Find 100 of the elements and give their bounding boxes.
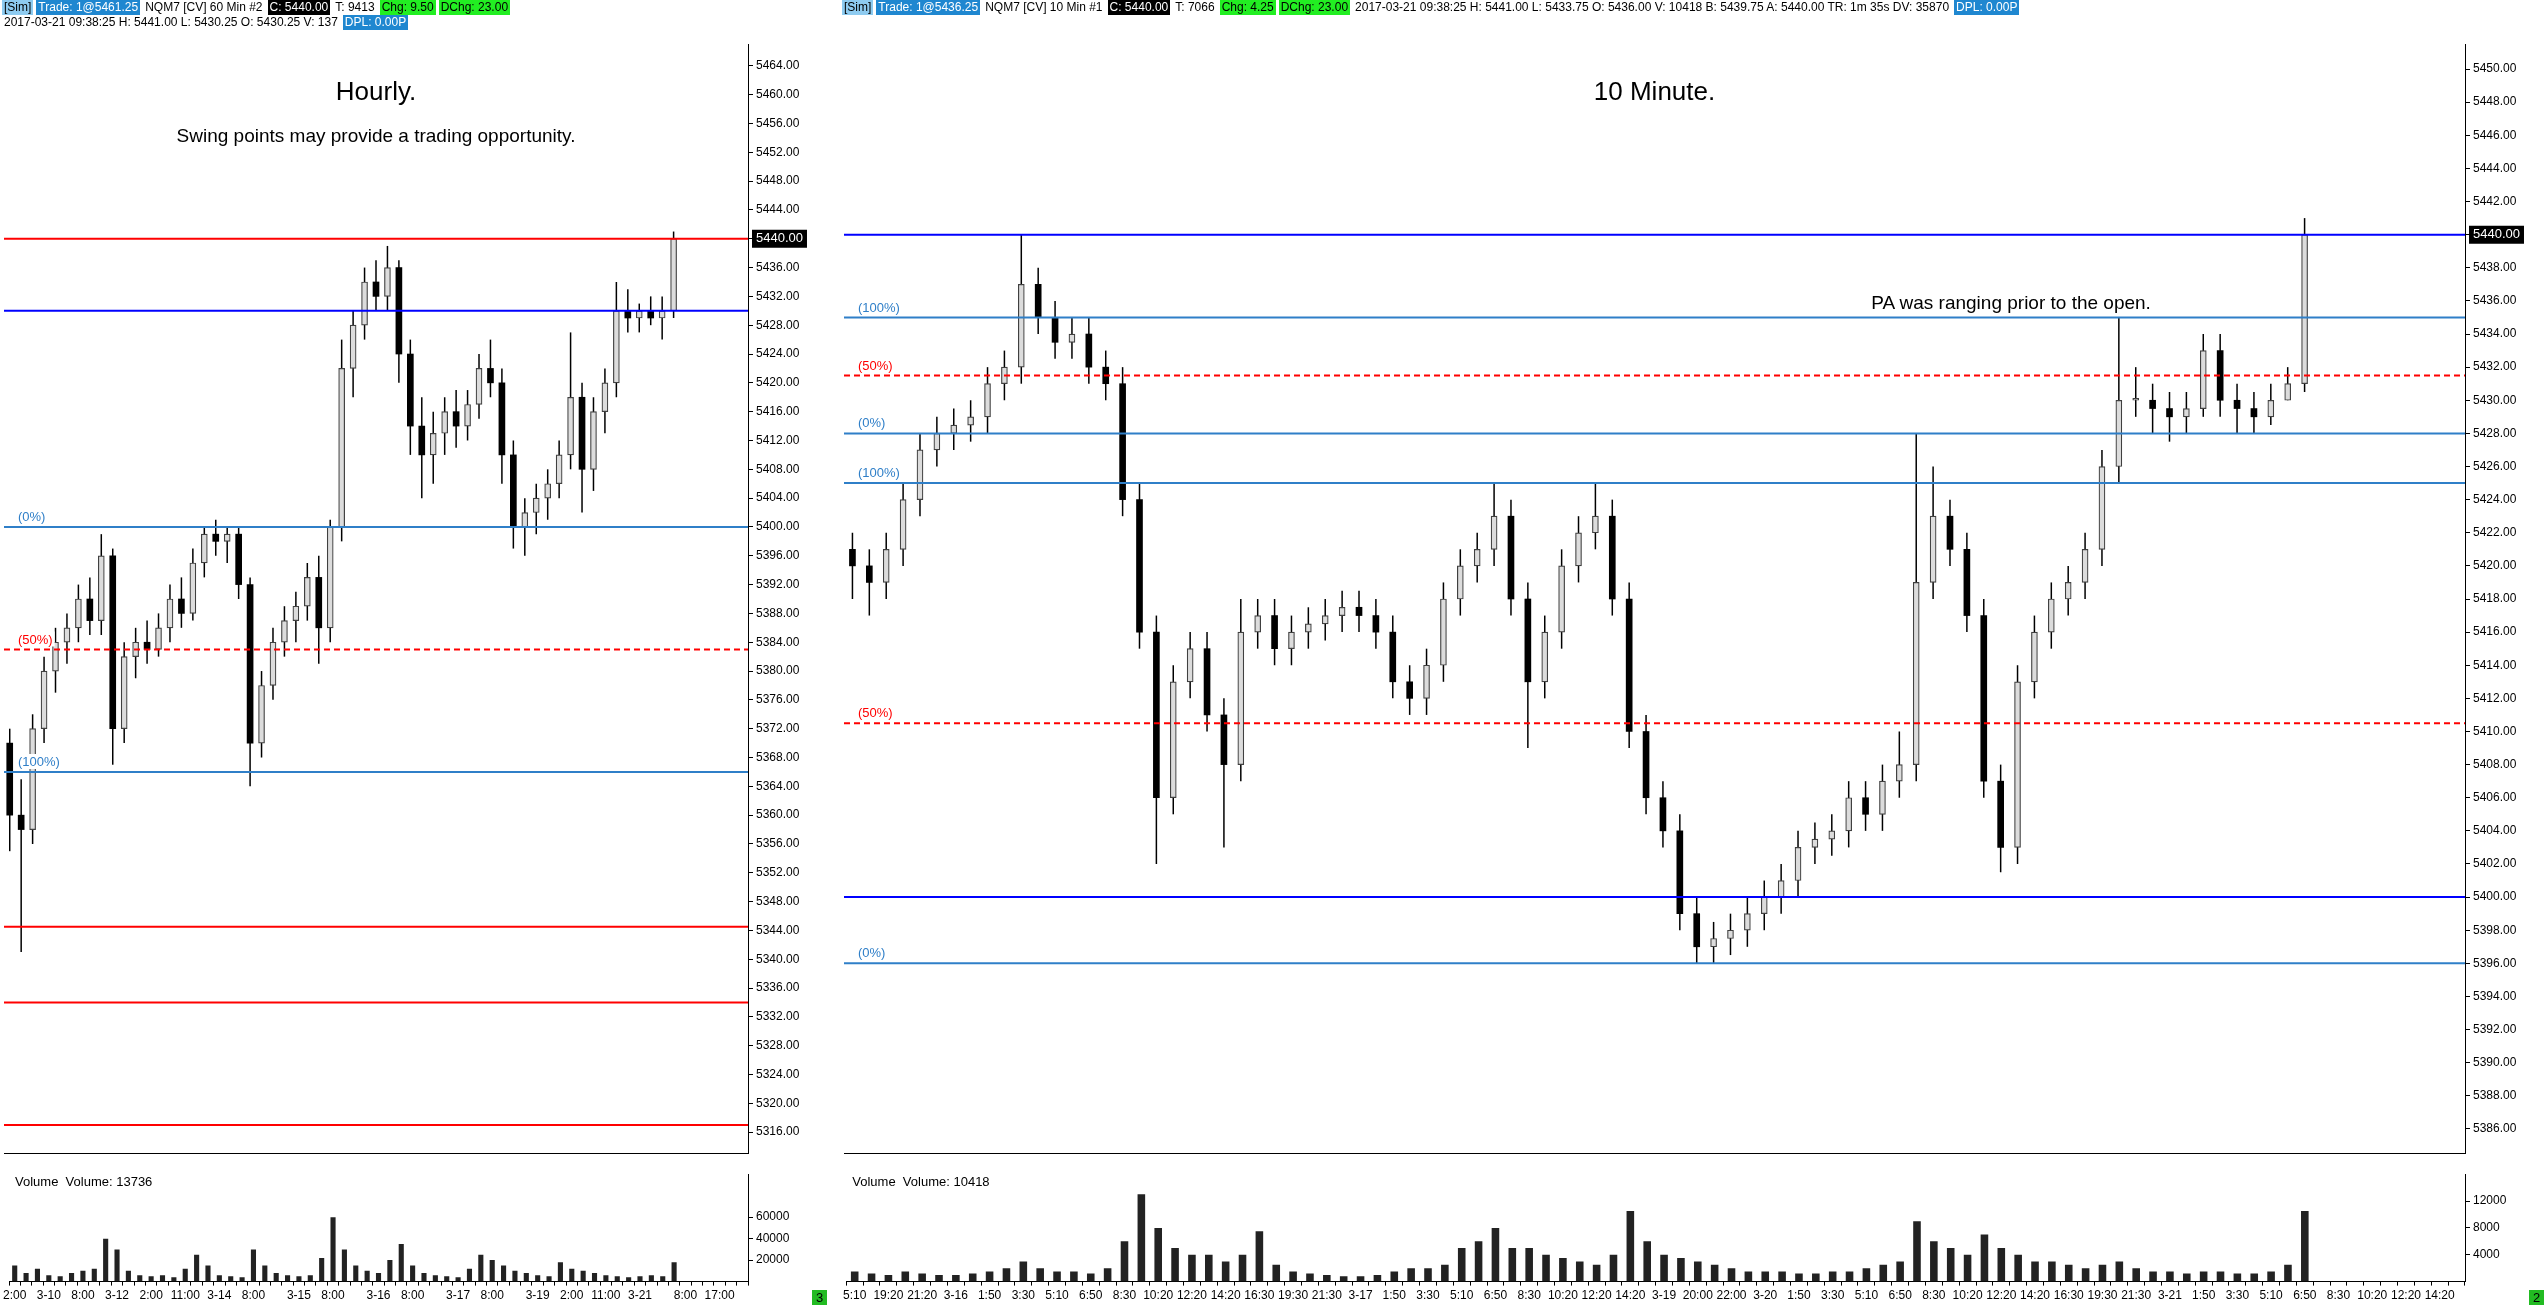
annotation: Volume Volume: 10418 <box>852 1174 990 1190</box>
annotation: (100%) <box>858 299 900 315</box>
x-tick-label: 22:00 <box>1716 1288 1747 1303</box>
bar <box>1626 1211 1635 1282</box>
bar <box>1086 1273 1095 1282</box>
candlestick <box>281 605 288 658</box>
bar <box>637 1276 643 1282</box>
y-tick-label: 5416.00 <box>756 403 800 418</box>
x-tick-label: 11:00 <box>170 1288 201 1303</box>
y-tick-label: 5448.00 <box>756 173 800 188</box>
x-tick-label: 6:50 <box>1079 1288 1103 1303</box>
y-tick-label: 5388.00 <box>756 605 800 620</box>
candlestick <box>1777 863 1785 915</box>
text: DChg: 23.00 <box>438 0 511 15</box>
y-tick-label: 5332.00 <box>756 1009 800 1024</box>
candlestick <box>2132 366 2140 418</box>
bar <box>1221 1261 1230 1282</box>
x-tick-label: 10:20 <box>1547 1288 1579 1303</box>
bar <box>1795 1273 1803 1282</box>
bar <box>1491 1227 1500 1282</box>
x-tick-label: 10:20 <box>1143 1288 1174 1303</box>
x-tick-label: 1:50 <box>1787 1288 1811 1303</box>
text: T: 9413 <box>334 0 376 15</box>
text: Chg: 9.50 <box>379 0 436 15</box>
bar <box>1390 1271 1399 1282</box>
bar <box>1171 1248 1179 1282</box>
bar <box>1693 1261 1702 1282</box>
y-tick-label: 5352.00 <box>756 865 800 880</box>
y-tick-label: 5416.00 <box>2473 624 2517 639</box>
annotation: (50%) <box>858 705 893 721</box>
candlestick <box>1896 730 1903 799</box>
y-tick-label: 5464.00 <box>756 58 800 73</box>
bar <box>1323 1274 1331 1282</box>
bar <box>2182 1273 2191 1282</box>
x-tick-label: 3-10 <box>36 1288 62 1303</box>
x-tick-label: 3-17 <box>1348 1288 1373 1303</box>
bar <box>2250 1273 2259 1282</box>
y-tick-label: 4000 <box>2473 1247 2501 1262</box>
x-tick-label: 6:50 <box>1888 1288 1913 1303</box>
bar <box>1643 1241 1651 1282</box>
annotation: (100%) <box>18 754 60 769</box>
bar <box>1306 1273 1314 1282</box>
bar <box>2267 1271 2275 1282</box>
text: T: 7066 <box>1174 0 1216 15</box>
bar <box>194 1254 200 1282</box>
bar <box>557 1262 563 1282</box>
candlestick <box>933 416 941 468</box>
bar <box>546 1276 552 1282</box>
text: NQM7 [CV] 60 Min #2 <box>144 0 264 15</box>
bar <box>1289 1271 1297 1282</box>
x-tick-label: 20:00 <box>1682 1288 1714 1303</box>
candlestick <box>452 389 460 449</box>
x-tick-label: 14:20 <box>2424 1288 2456 1303</box>
x-tick-label: 8:30 <box>1922 1288 1946 1303</box>
text: 2 <box>2529 1290 2545 1305</box>
x-tick-label: 3:30 <box>1416 1288 1440 1303</box>
bar <box>1660 1254 1668 1282</box>
bar <box>273 1273 279 1282</box>
candlestick <box>17 778 25 953</box>
bar <box>2149 1271 2157 1282</box>
bar <box>228 1276 234 1282</box>
x-tick-label: 12:20 <box>1581 1288 1612 1303</box>
annotation: Swing points may provide a trading opportunity. <box>176 125 576 147</box>
y-tick-label: 5446.00 <box>2473 127 2517 142</box>
bar <box>398 1244 404 1282</box>
x-tick-label: 12:20 <box>1176 1288 1208 1303</box>
candlestick <box>2183 391 2190 435</box>
bar <box>34 1268 40 1282</box>
y-tick-label: 5436.00 <box>2473 293 2517 308</box>
x-tick-label: 3-17 <box>446 1288 471 1303</box>
x-tick-label: 8:30 <box>1517 1288 1542 1303</box>
candlestick <box>1355 589 1363 633</box>
bar <box>410 1265 416 1282</box>
y-tick-label: 5444.00 <box>756 202 800 217</box>
bar <box>671 1262 677 1282</box>
bar <box>512 1270 518 1282</box>
candlestick <box>1338 589 1346 633</box>
candlestick <box>1811 821 1819 865</box>
candlestick <box>292 591 300 643</box>
annotation: (0%) <box>18 509 46 525</box>
bar <box>1188 1254 1196 1282</box>
y-tick-label: 20000 <box>756 1252 790 1267</box>
bar <box>2048 1261 2056 1282</box>
candlestick <box>1001 349 1008 402</box>
bar <box>603 1275 609 1282</box>
y-tick-label: 5316.00 <box>756 1124 800 1139</box>
bar <box>1913 1221 1921 1282</box>
x-tick-label: 16:30 <box>1244 1288 1275 1303</box>
bar <box>1761 1271 1770 1282</box>
y-tick-label: 5434.00 <box>2473 326 2517 341</box>
x-tick-label: 2:00 <box>560 1288 584 1303</box>
bar <box>455 1277 461 1282</box>
bar <box>466 1268 473 1282</box>
y-tick-label: 5436.00 <box>756 259 800 274</box>
y-tick-label: 5392.00 <box>756 576 800 591</box>
candlestick <box>521 497 529 557</box>
y-tick-label: 5408.00 <box>2473 756 2517 771</box>
y-tick-label: 5398.00 <box>2473 922 2517 937</box>
y-tick-label: 60000 <box>756 1209 790 1224</box>
x-tick-label: 5:10 <box>2259 1288 2284 1303</box>
